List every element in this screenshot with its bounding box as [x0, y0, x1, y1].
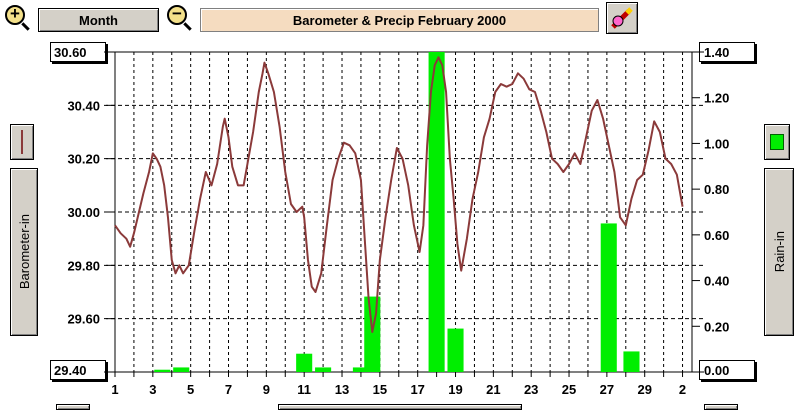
left-tick-label: 30.00	[67, 205, 100, 220]
zoom-out-handle	[183, 22, 192, 31]
rain-axis-label: Rain-in	[771, 231, 787, 273]
x-tick-label: 11	[297, 382, 311, 397]
x-tick-label: 5	[187, 382, 194, 397]
right-tick-label: 1.20	[704, 91, 729, 106]
right-tick-label: 0.40	[704, 274, 729, 289]
period-button[interactable]: Month	[38, 8, 159, 32]
left-axis-min-box: 29.40	[50, 360, 106, 380]
rain-bar	[352, 367, 369, 372]
rain-bar	[173, 367, 190, 372]
right-tick-label: 1.00	[704, 136, 729, 151]
zoom-in-handle	[21, 22, 30, 31]
left-tick-label: 29.80	[67, 258, 100, 273]
barometer-legend-line	[21, 130, 23, 154]
barometer-axis-label: Barometer-in	[16, 214, 32, 290]
rain-bar	[428, 52, 445, 372]
x-tick-label: 3	[149, 382, 156, 397]
right-axis-max-box: 1.40	[699, 42, 755, 62]
barometer-line	[114, 56, 684, 333]
time-scrollbar[interactable]	[278, 404, 522, 410]
barometer-legend-swatch[interactable]	[10, 124, 34, 160]
left-axis-max-label: 30.60	[54, 44, 87, 60]
scroll-right-button[interactable]	[704, 404, 738, 410]
left-tick-label: 30.40	[67, 98, 100, 113]
x-tick-label: 13	[335, 382, 349, 397]
barometer-axis-button[interactable]: Barometer-in	[10, 168, 38, 336]
x-tick-label: 25	[562, 382, 576, 397]
rain-bar	[296, 353, 313, 372]
rain-bar	[623, 351, 640, 372]
x-tick-label: 9	[263, 382, 270, 397]
left-axis-min-label: 29.40	[54, 362, 87, 378]
left-tick-label: 30.20	[67, 152, 100, 167]
right-tick-label: 0.80	[704, 182, 729, 197]
rain-bar	[364, 296, 381, 372]
rain-axis-button[interactable]: Rain-in	[764, 168, 794, 336]
zoom-in-icon: +	[5, 5, 25, 25]
rain-bar	[315, 367, 332, 372]
left-axis-max-box: 30.60	[50, 42, 106, 62]
x-tick-label: 27	[600, 382, 614, 397]
rain-legend-swatch[interactable]	[764, 124, 790, 160]
x-tick-label: 17	[410, 382, 424, 397]
right-axis-max-label: 1.40	[704, 44, 730, 60]
rain-bar	[600, 223, 617, 372]
x-tick-label: 21	[486, 382, 500, 397]
right-axis-min-label: 0.00	[704, 362, 730, 378]
pencil-icon	[611, 7, 633, 29]
right-tick-label: 0.20	[704, 319, 729, 334]
rain-bar	[154, 369, 171, 372]
right-tick-label: 0.60	[704, 228, 729, 243]
rain-legend-box	[770, 134, 784, 150]
x-tick-label: 19	[448, 382, 462, 397]
x-tick-label: 15	[373, 382, 387, 397]
zoom-out-icon: −	[167, 5, 187, 25]
x-tick-label: 2	[679, 382, 686, 397]
left-tick-label: 29.60	[67, 312, 100, 327]
x-tick-label: 7	[225, 382, 232, 397]
right-axis-min-box: 0.00	[699, 360, 755, 380]
options-button[interactable]	[606, 2, 638, 34]
rain-bar	[447, 328, 464, 372]
x-tick-label: 23	[524, 382, 538, 397]
x-tick-label: 29	[637, 382, 651, 397]
chart-title: Barometer & Precip February 2000	[200, 8, 599, 32]
scroll-left-button[interactable]	[56, 404, 90, 410]
zoom-in-button[interactable]: +	[2, 2, 34, 34]
zoom-out-button[interactable]: −	[164, 2, 196, 34]
x-tick-label: 1	[111, 382, 118, 397]
